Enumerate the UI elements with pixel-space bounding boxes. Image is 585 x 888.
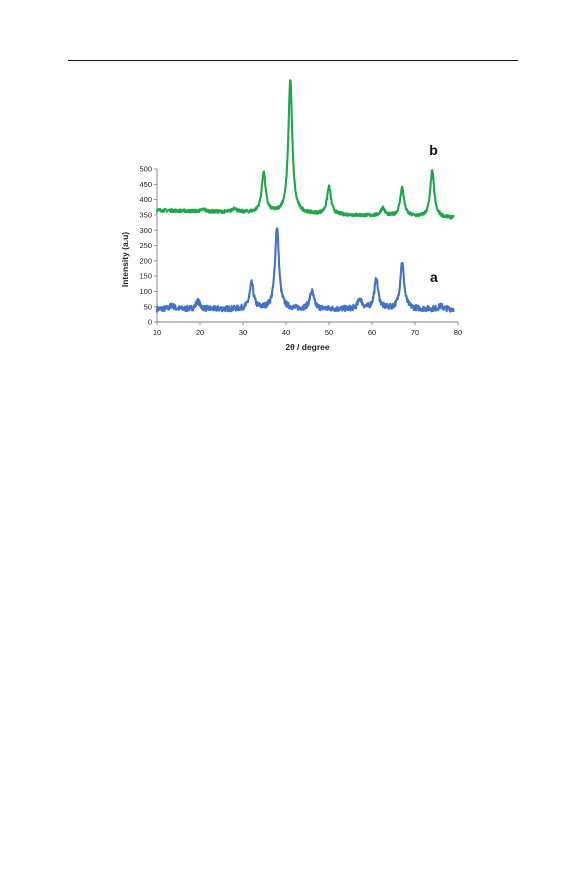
x-tick-label: 30	[239, 328, 247, 337]
x-axis-title: 2θ / degree	[285, 342, 330, 352]
axes: 10 20 30 40 50 60 70 80 0 50 100 150 200 250 300 350 400…	[139, 165, 462, 337]
y-tick-label: 150	[139, 272, 152, 281]
series-label-a: a	[430, 269, 438, 285]
x-tick-label: 40	[282, 328, 290, 337]
series-label-b: b	[429, 142, 438, 158]
y-tick-label: 100	[139, 287, 152, 296]
header-rule	[68, 60, 518, 61]
y-axis-title: Intensity (a.u)	[120, 232, 130, 287]
y-tick-label: 500	[139, 165, 152, 174]
x-tick-label: 80	[454, 328, 462, 337]
y-tick-label: 300	[139, 226, 152, 235]
x-tick-label: 50	[325, 328, 333, 337]
series-line-b	[155, 79, 455, 220]
y-tick-label: 400	[139, 195, 152, 204]
y-tick-label: 200	[139, 256, 152, 265]
y-tick-label: 50	[144, 302, 152, 311]
y-tick-label: 450	[139, 180, 152, 189]
x-tick-label: 10	[153, 328, 161, 337]
y-tick-label: 0	[148, 318, 152, 327]
x-tick-label: 70	[411, 328, 419, 337]
x-tick-label: 60	[368, 328, 376, 337]
y-tick-label: 250	[139, 241, 152, 250]
series-line-a	[155, 227, 455, 313]
x-tick-label: 20	[196, 328, 204, 337]
series-group	[155, 79, 455, 313]
y-tick-label: 350	[139, 211, 152, 220]
